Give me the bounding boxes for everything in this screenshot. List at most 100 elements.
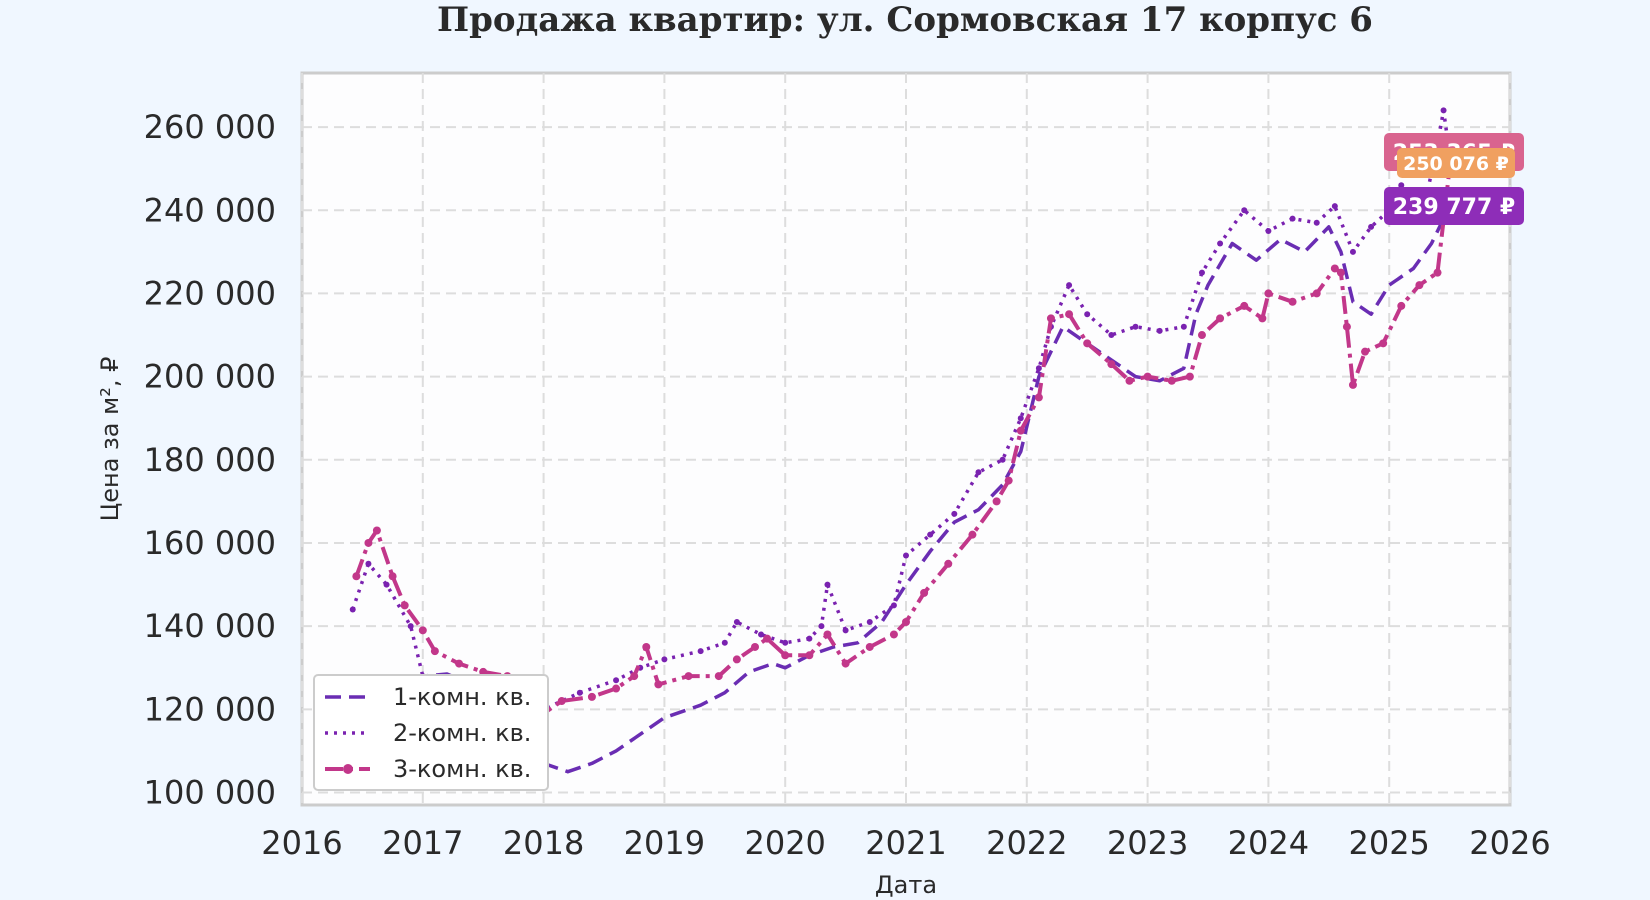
data-point bbox=[1107, 360, 1116, 369]
data-point bbox=[349, 606, 356, 613]
data-point bbox=[613, 677, 620, 684]
data-point bbox=[1336, 268, 1345, 277]
data-point bbox=[1331, 203, 1338, 210]
legend: 1-комн. кв. 2-комн. кв. 3-комн. кв. bbox=[313, 674, 549, 791]
data-point bbox=[1084, 311, 1091, 318]
x-tick-label: 2023 bbox=[1107, 824, 1188, 862]
data-point bbox=[890, 602, 897, 609]
data-point bbox=[1216, 314, 1225, 323]
y-axis-ticks: 100 000 120 000 140 000 160 000 180 000 200 0… bbox=[144, 108, 276, 811]
legend-label: 1-комн. кв. bbox=[393, 683, 531, 711]
data-point bbox=[841, 659, 850, 668]
data-point bbox=[1185, 372, 1194, 381]
x-tick-label: 2016 bbox=[261, 824, 342, 862]
data-point bbox=[1217, 240, 1224, 247]
data-point bbox=[1361, 347, 1370, 356]
data-point bbox=[1348, 380, 1357, 389]
data-point bbox=[758, 631, 765, 638]
data-point bbox=[1132, 323, 1139, 330]
badge-text: 250 076 ₽ bbox=[1403, 153, 1509, 175]
data-point bbox=[1198, 269, 1205, 276]
data-point bbox=[1108, 332, 1115, 339]
legend-label: 3-комн. кв. bbox=[393, 755, 531, 783]
data-point bbox=[1034, 393, 1043, 402]
data-point bbox=[1180, 323, 1187, 330]
data-point bbox=[1167, 376, 1176, 385]
data-point bbox=[782, 639, 789, 646]
y-tick-label: 140 000 bbox=[144, 607, 276, 645]
data-point bbox=[1265, 228, 1272, 235]
data-point bbox=[763, 634, 772, 643]
data-point bbox=[1264, 289, 1273, 298]
data-point bbox=[714, 672, 723, 681]
data-point bbox=[479, 667, 488, 676]
data-point bbox=[1016, 426, 1025, 435]
data-point bbox=[1440, 107, 1447, 114]
data-point bbox=[372, 526, 381, 535]
data-point bbox=[842, 627, 849, 634]
series-markers-3 bbox=[352, 164, 1454, 718]
data-point bbox=[866, 619, 873, 625]
data-point bbox=[920, 588, 929, 597]
badge-text: 239 777 ₽ bbox=[1393, 195, 1515, 220]
data-point bbox=[1197, 331, 1206, 340]
data-point bbox=[805, 651, 814, 660]
x-tick-label: 2018 bbox=[503, 824, 584, 862]
data-point bbox=[903, 552, 909, 559]
data-point bbox=[576, 689, 583, 696]
data-point bbox=[999, 456, 1006, 463]
data-point bbox=[1156, 327, 1163, 334]
data-point bbox=[944, 559, 953, 568]
data-point bbox=[587, 692, 596, 701]
data-point bbox=[902, 618, 910, 626]
data-point bbox=[721, 639, 728, 646]
data-point bbox=[1241, 207, 1248, 214]
data-point bbox=[1379, 339, 1388, 348]
data-point bbox=[1046, 314, 1055, 323]
data-point bbox=[732, 655, 741, 664]
x-tick-label: 2025 bbox=[1348, 824, 1429, 862]
x-axis-label: Дата bbox=[875, 871, 937, 899]
data-point bbox=[968, 530, 977, 539]
legend-box bbox=[313, 674, 549, 791]
legend-item: 2-комн. кв. bbox=[325, 719, 531, 747]
data-point bbox=[951, 510, 958, 517]
y-axis-label: Цена за м², ₽ bbox=[96, 357, 124, 522]
data-point bbox=[642, 642, 651, 651]
data-point bbox=[1330, 264, 1339, 273]
data-point bbox=[733, 619, 740, 625]
last-value-labels: 253 365 ₽250 076 ₽239 777 ₽ bbox=[1384, 133, 1524, 225]
legend-marker bbox=[343, 764, 353, 774]
legend-item: 1-комн. кв. bbox=[325, 683, 531, 711]
y-tick-label: 160 000 bbox=[144, 524, 276, 562]
data-point bbox=[1349, 248, 1356, 255]
data-point bbox=[455, 659, 464, 668]
data-point bbox=[364, 538, 373, 547]
x-tick-label: 2017 bbox=[382, 824, 463, 862]
last-value-badge: 239 777 ₽ bbox=[1384, 187, 1524, 225]
data-point bbox=[612, 684, 621, 693]
data-point bbox=[806, 635, 813, 642]
data-point bbox=[1004, 476, 1013, 485]
data-point bbox=[430, 647, 439, 656]
x-tick-label: 2020 bbox=[744, 824, 825, 862]
y-tick-label: 180 000 bbox=[144, 441, 276, 479]
data-point bbox=[1066, 282, 1073, 289]
series-line-3 bbox=[354, 168, 1452, 716]
data-point bbox=[352, 572, 361, 581]
x-axis-ticks: 2016 2017 2018 2019 2020 2021 2022 2023 2024 2025… bbox=[261, 824, 1550, 862]
y-tick-label: 120 000 bbox=[144, 690, 276, 728]
data-point bbox=[388, 572, 397, 581]
data-point bbox=[865, 642, 874, 651]
y-tick-label: 240 000 bbox=[144, 191, 276, 229]
series-lines bbox=[349, 107, 1454, 774]
badge-background bbox=[1384, 187, 1524, 225]
data-point bbox=[418, 626, 427, 635]
data-point bbox=[975, 469, 982, 476]
y-tick-label: 100 000 bbox=[144, 774, 276, 812]
data-point bbox=[992, 497, 1001, 506]
legend-label: 2-комн. кв. bbox=[393, 719, 531, 747]
data-point bbox=[661, 656, 668, 663]
data-point bbox=[1143, 372, 1152, 381]
